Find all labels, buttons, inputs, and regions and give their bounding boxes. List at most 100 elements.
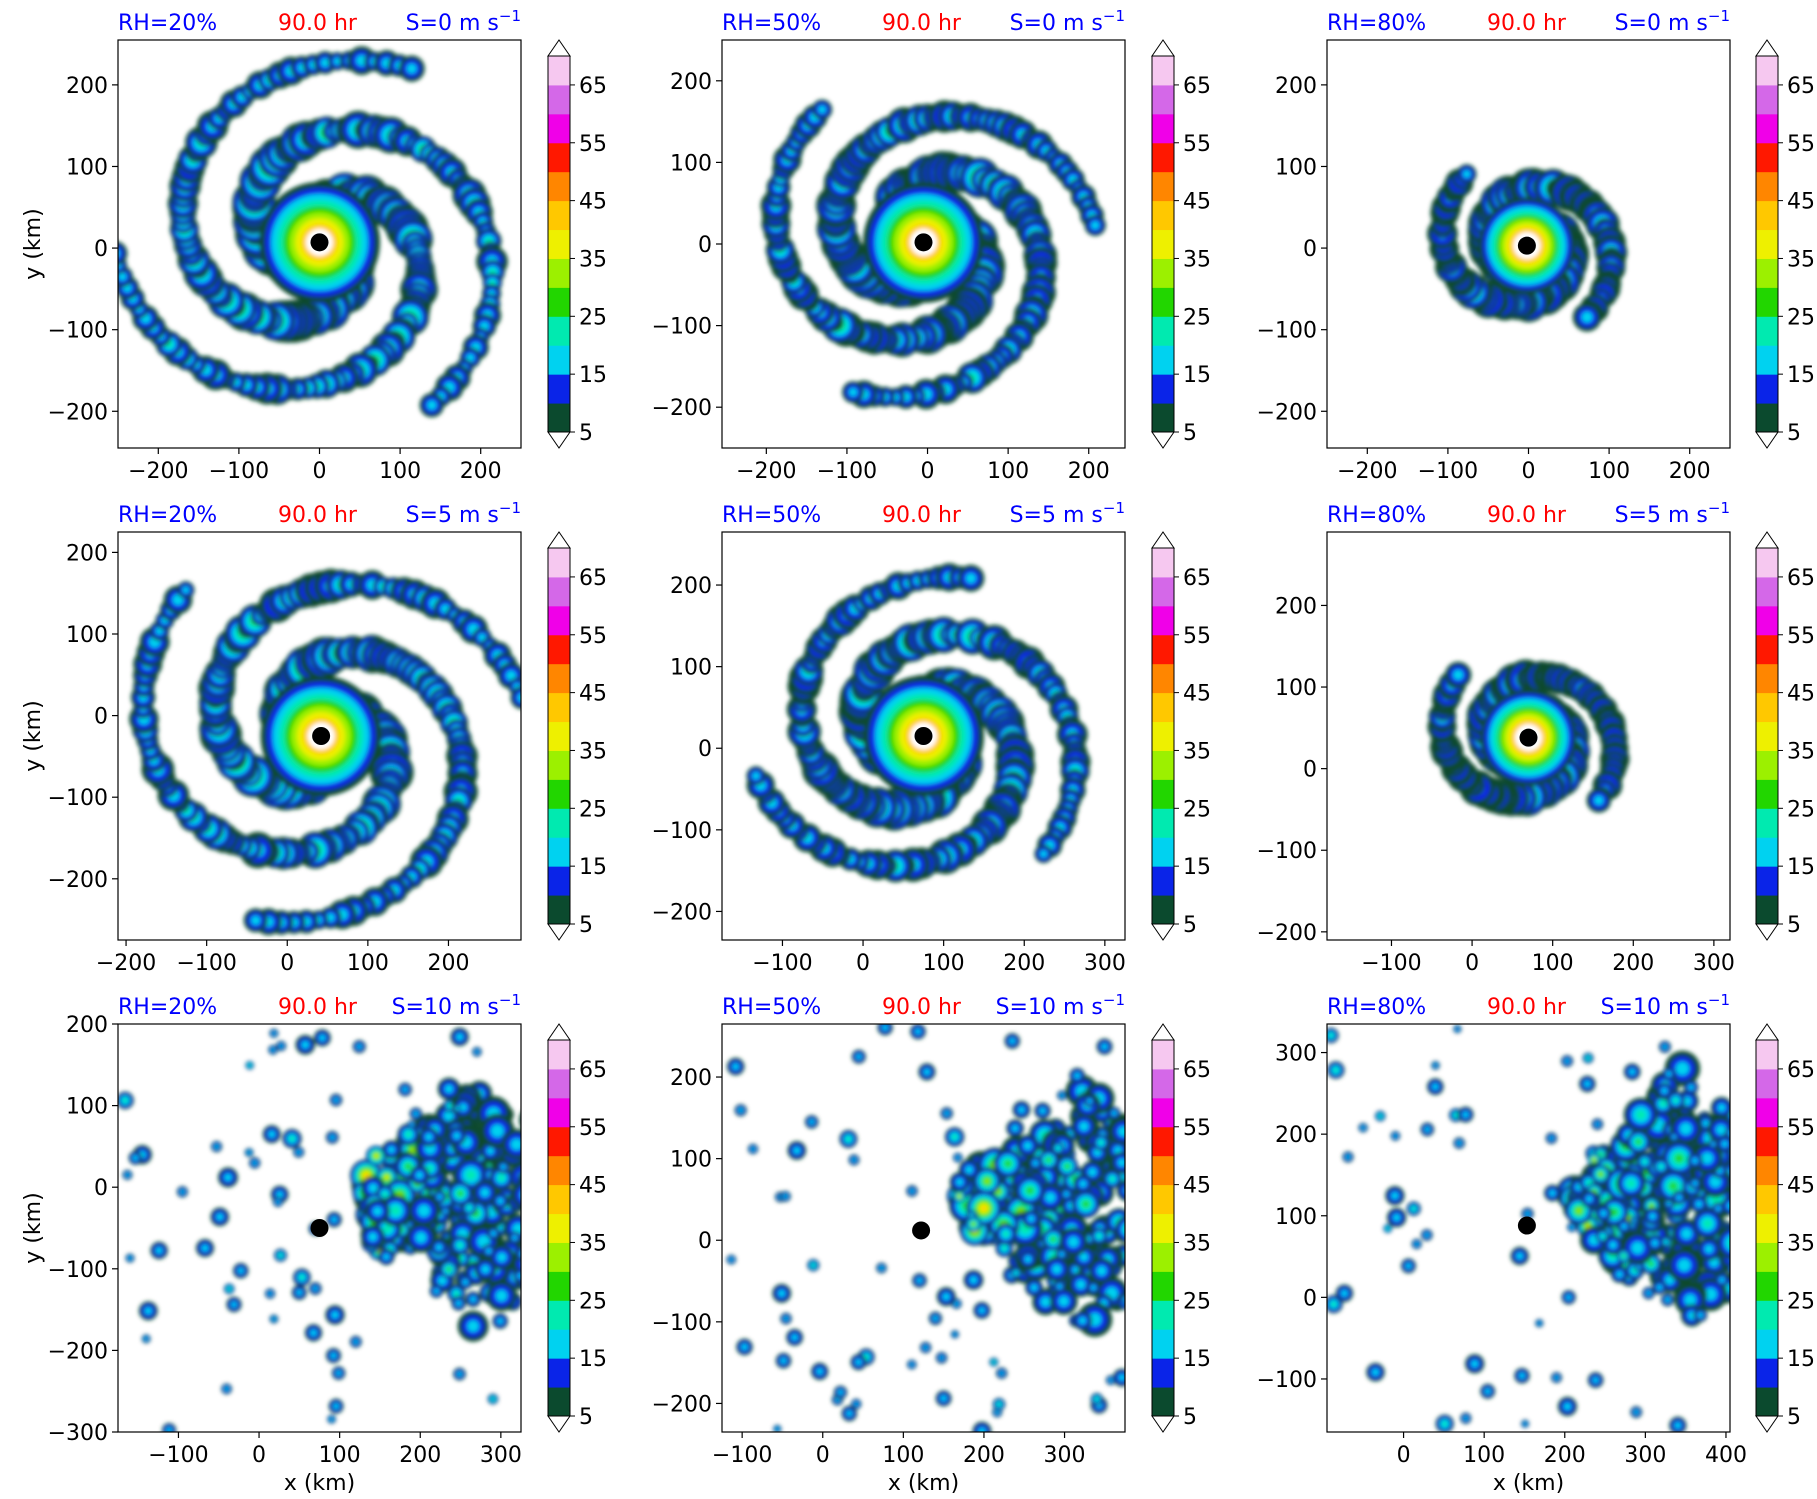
rain-field (746, 563, 1091, 883)
x-tick-label: −100 (1361, 951, 1421, 976)
colorbar-tick-label: 55 (1183, 1116, 1211, 1141)
colorbar-tick-label: 55 (579, 132, 607, 157)
panel-7: −100 0 100 200 300 −300 −200 −100 0 100 200 RH=20% 9… (21, 991, 607, 1496)
time-label: 90.0 hr (278, 995, 358, 1020)
colorbar-tick-label: 35 (1787, 1231, 1815, 1256)
colorbar-tick-label: 25 (579, 1289, 607, 1314)
colorbar: 5 15 25 35 45 55 65 (1755, 1023, 1815, 1433)
y-tick-label: −100 (1257, 1368, 1317, 1393)
y-tick-label: 200 (66, 1013, 108, 1038)
y-tick-label: −200 (1257, 921, 1317, 946)
y-tick-label: 200 (670, 574, 712, 599)
y-tick-label: 200 (670, 1066, 712, 1091)
colorbar-tick-label: 65 (1183, 1058, 1211, 1083)
x-tick-label: 100 (987, 459, 1029, 484)
colorbar-tick-label: 45 (1787, 682, 1815, 707)
colorbar-tick-label: 5 (579, 1405, 593, 1430)
y-axis-label: y (km) (21, 700, 46, 771)
colorbar: 5 15 25 35 45 55 65 (547, 531, 607, 941)
colorbar-tick-label: 15 (1787, 855, 1815, 880)
colorbar-tick-label: 65 (1183, 566, 1211, 591)
colorbar-tick-label: 5 (1183, 1405, 1197, 1430)
x-tick-label: 300 (1084, 951, 1126, 976)
colorbar-tick-label: 15 (1183, 1347, 1211, 1372)
colorbar-tick-label: 55 (1787, 1116, 1815, 1141)
plot-frame (1326, 531, 1731, 941)
colorbar-tick-label: 25 (1183, 797, 1211, 822)
x-tick-label: 100 (1532, 951, 1574, 976)
rh-label: RH=50% (722, 503, 821, 528)
x-tick-label: −200 (1337, 459, 1397, 484)
x-tick-label: 0 (1522, 459, 1536, 484)
rh-label: RH=80% (1327, 995, 1426, 1020)
y-tick-label: −200 (1257, 400, 1317, 425)
y-tick-label: 100 (670, 1148, 712, 1173)
storm-center-marker (310, 1219, 329, 1237)
colorbar-tick-label: 45 (579, 682, 607, 707)
rh-label: RH=50% (722, 11, 821, 36)
y-tick-label: 0 (698, 1229, 712, 1254)
time-label: 90.0 hr (1487, 11, 1567, 36)
colorbar-tick-label: 5 (1787, 913, 1801, 938)
y-tick-label: 200 (66, 74, 108, 99)
y-tick-label: 200 (670, 70, 712, 95)
y-tick-label: −100 (1257, 319, 1317, 344)
colorbar-tick-label: 35 (579, 739, 607, 764)
y-tick-label: 0 (698, 737, 712, 762)
colorbar-tick-label: 25 (579, 305, 607, 330)
y-axis-label: y (km) (21, 208, 46, 279)
storm-center-marker (312, 727, 331, 745)
colorbar-tick-label: 35 (1183, 1231, 1211, 1256)
y-tick-label: 200 (1275, 594, 1317, 619)
colorbar-tick-label: 35 (579, 247, 607, 272)
x-tick-label: 200 (460, 459, 502, 484)
x-tick-label: 200 (1669, 459, 1711, 484)
colorbar-tick-label: 15 (1183, 363, 1211, 388)
y-tick-label: 100 (1275, 1205, 1317, 1230)
y-tick-label: 0 (1303, 1286, 1317, 1311)
shear-label: S=5 m s−1 (1615, 499, 1730, 528)
colorbar-tick-label: 15 (579, 1347, 607, 1372)
colorbar: 5 15 25 35 45 55 65 (1151, 39, 1211, 449)
panel-3: −200 −100 0 100 200 −200 −100 0 100 200 RH=80% 90.0… (1257, 7, 1815, 484)
colorbar-tick-label: 5 (1183, 421, 1197, 446)
panel-6: −100 0 100 200 300 −200 −100 0 100 200 RH=80% 90.0 … (1257, 499, 1815, 976)
colorbar-tick-label: 65 (1787, 1058, 1815, 1083)
y-tick-label: 100 (1275, 676, 1317, 701)
x-tick-label: 300 (1044, 1443, 1086, 1468)
colorbar-tick-label: 15 (579, 363, 607, 388)
y-tick-label: 0 (1303, 237, 1317, 262)
x-tick-label: 200 (1612, 951, 1654, 976)
x-tick-label: 300 (480, 1443, 522, 1468)
panel-4: −200 −100 0 100 200 −200 −100 0 100 200 RH=20% 90.0… (21, 499, 607, 976)
y-tick-label: −100 (48, 786, 108, 811)
colorbar-tick-label: 35 (1787, 247, 1815, 272)
x-tick-label: −100 (176, 951, 236, 976)
x-tick-label: 100 (882, 1443, 924, 1468)
rain-field (118, 1027, 521, 1432)
y-tick-label: −100 (1257, 839, 1317, 864)
x-tick-label: 0 (313, 459, 327, 484)
y-tick-label: −100 (652, 819, 712, 844)
colorbar: 5 15 25 35 45 55 65 (547, 1023, 607, 1433)
rain-field (726, 1024, 1125, 1432)
time-label: 90.0 hr (1487, 503, 1567, 528)
colorbar-tick-label: 45 (1183, 190, 1211, 215)
time-label: 90.0 hr (278, 11, 358, 36)
y-tick-label: −200 (652, 396, 712, 421)
shear-label: S=0 m s−1 (1010, 7, 1125, 36)
y-tick-label: −200 (48, 400, 108, 425)
x-tick-label: 100 (319, 1443, 361, 1468)
shear-label: S=10 m s−1 (392, 991, 521, 1020)
y-tick-label: 0 (1303, 758, 1317, 783)
y-axis-label: y (km) (21, 1192, 46, 1263)
y-tick-label: 100 (66, 1095, 108, 1120)
colorbar-tick-label: 35 (579, 1231, 607, 1256)
y-tick-label: −100 (652, 1311, 712, 1336)
colorbar-tick-label: 25 (1787, 305, 1815, 330)
rh-label: RH=50% (722, 995, 821, 1020)
y-tick-label: −100 (48, 1258, 108, 1283)
x-axis-label: x (km) (284, 1471, 355, 1496)
plot-frame (1326, 1023, 1731, 1433)
